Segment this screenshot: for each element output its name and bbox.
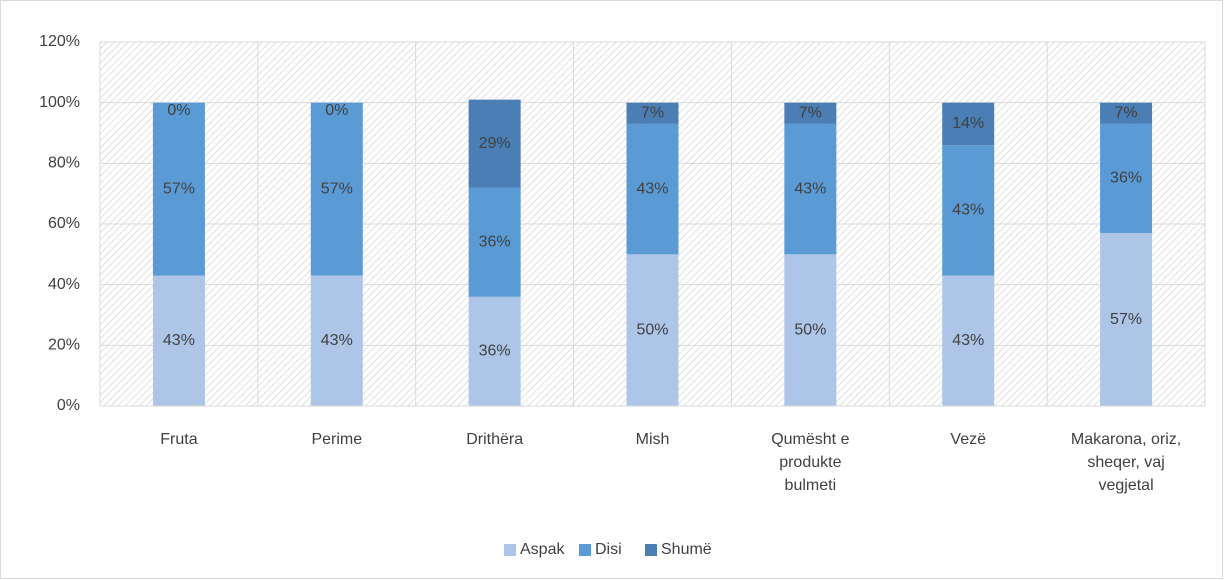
y-tick-label: 100% xyxy=(39,94,80,111)
x-tick-label: Perime xyxy=(311,431,363,448)
bar-segment xyxy=(468,296,521,406)
x-tick-label: Makarona, oriz, sheqer, vaj vegjetal xyxy=(1070,431,1182,494)
bar-segment xyxy=(626,123,679,255)
bar-segment xyxy=(626,102,679,124)
bar-segment xyxy=(310,275,363,406)
data-label: 43% xyxy=(952,332,984,349)
data-label: 36% xyxy=(479,343,511,360)
data-label: 0% xyxy=(167,102,190,119)
x-tick-label: Vezë xyxy=(950,431,986,448)
data-label: 57% xyxy=(163,180,195,197)
data-label: 43% xyxy=(163,332,195,349)
x-tick-label: Qumësht e produkte bulmeti xyxy=(771,431,850,494)
legend-label: Aspak xyxy=(520,541,565,558)
data-label: 43% xyxy=(794,180,826,197)
bar-segment xyxy=(942,275,995,406)
y-tick-label: 60% xyxy=(48,215,80,232)
bar-segment xyxy=(152,275,205,406)
bar-segment xyxy=(942,102,995,146)
bar-segment xyxy=(1100,233,1153,406)
bar-segment xyxy=(310,102,363,276)
bar-segment xyxy=(942,145,995,276)
data-label: 36% xyxy=(1110,170,1142,187)
legend-label: Shumë xyxy=(661,541,712,558)
x-tick-label: Fruta xyxy=(160,431,198,448)
legend-label: Disi xyxy=(595,541,622,558)
bar-segment xyxy=(784,102,837,124)
bar-segment xyxy=(152,102,205,276)
bar-segment xyxy=(784,254,837,406)
legend-swatch xyxy=(504,544,516,556)
data-label: 7% xyxy=(799,105,822,122)
data-label: 43% xyxy=(636,180,668,197)
x-tick-label: Mish xyxy=(635,431,670,448)
y-tick-label: 120% xyxy=(39,33,80,50)
bar-segment xyxy=(1100,102,1153,124)
legend-swatch xyxy=(645,544,657,556)
data-label: 14% xyxy=(952,115,984,132)
bar-segment xyxy=(468,187,521,297)
data-label: 36% xyxy=(479,233,511,250)
bar-segment xyxy=(784,123,837,255)
data-label: 7% xyxy=(1115,105,1138,122)
data-label: 57% xyxy=(321,180,353,197)
data-label: 43% xyxy=(952,202,984,219)
y-tick-label: 80% xyxy=(48,155,80,172)
data-label: 57% xyxy=(1110,311,1142,328)
bar-segment xyxy=(468,99,521,188)
data-label: 50% xyxy=(794,321,826,338)
data-label: 7% xyxy=(641,105,664,122)
y-tick-label: 20% xyxy=(48,337,80,354)
bar-segment xyxy=(626,254,679,406)
bar-segment xyxy=(1100,123,1153,234)
data-label: 29% xyxy=(479,135,511,152)
y-tick-label: 0% xyxy=(57,397,80,414)
legend-swatch xyxy=(579,544,591,556)
data-label: 50% xyxy=(636,321,668,338)
x-tick-label: Drithëra xyxy=(466,431,524,448)
y-tick-label: 40% xyxy=(48,276,80,293)
data-label: 43% xyxy=(321,332,353,349)
data-label: 0% xyxy=(325,102,348,119)
